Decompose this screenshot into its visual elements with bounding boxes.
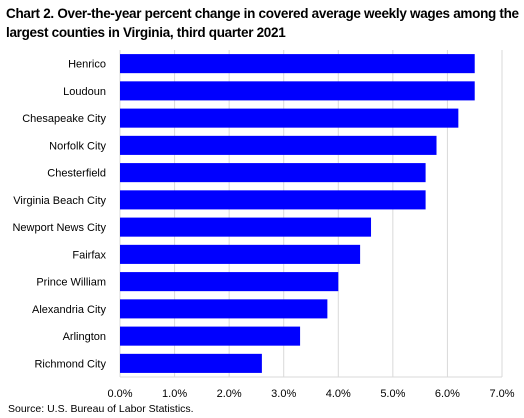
bar (120, 54, 475, 74)
category-label: Loudoun (63, 86, 106, 98)
category-label: Newport News City (12, 222, 106, 234)
bars (120, 54, 475, 373)
bar (120, 217, 372, 237)
category-label: Virginia Beach City (13, 195, 106, 207)
bar (120, 299, 328, 319)
gridlines (119, 50, 503, 377)
bar (120, 353, 262, 373)
category-label: Arlington (63, 331, 106, 343)
category-label: Alexandria City (32, 304, 106, 316)
bar (120, 244, 361, 264)
source-note: Source: U.S. Bureau of Labor Statistics. (8, 403, 194, 415)
category-labels: Henrico Loudoun Chesapeake City Norfolk Cit… (12, 59, 106, 371)
bar (120, 190, 426, 210)
category-label: Prince William (36, 277, 106, 289)
x-axis-tick-labels: 0.0% 1.0% 2.0% 3.0% 4.0% 5.0% 6.0% 7.0% (107, 388, 514, 400)
bar (120, 163, 426, 183)
category-label: Chesterfield (47, 168, 106, 180)
bar (120, 81, 475, 101)
category-label: Chesapeake City (22, 113, 106, 125)
x-tick-label: 6.0% (435, 388, 460, 400)
x-tick-label: 1.0% (162, 388, 187, 400)
category-label: Norfolk City (49, 140, 106, 152)
bar (120, 135, 437, 155)
x-tick-label: 3.0% (271, 388, 296, 400)
category-label: Henrico (68, 59, 106, 71)
bar (120, 272, 339, 292)
x-tick-label: 0.0% (107, 388, 132, 400)
category-label: Fairfax (72, 249, 106, 261)
category-label: Richmond City (34, 358, 106, 370)
x-tick-label: 4.0% (326, 388, 351, 400)
bar (120, 108, 459, 128)
chart-title: Chart 2. Over-the-year percent change in… (6, 6, 519, 40)
bar (120, 326, 301, 346)
x-tick-label: 5.0% (380, 388, 405, 400)
x-tick-label: 2.0% (217, 388, 242, 400)
x-tick-label: 7.0% (489, 388, 514, 400)
